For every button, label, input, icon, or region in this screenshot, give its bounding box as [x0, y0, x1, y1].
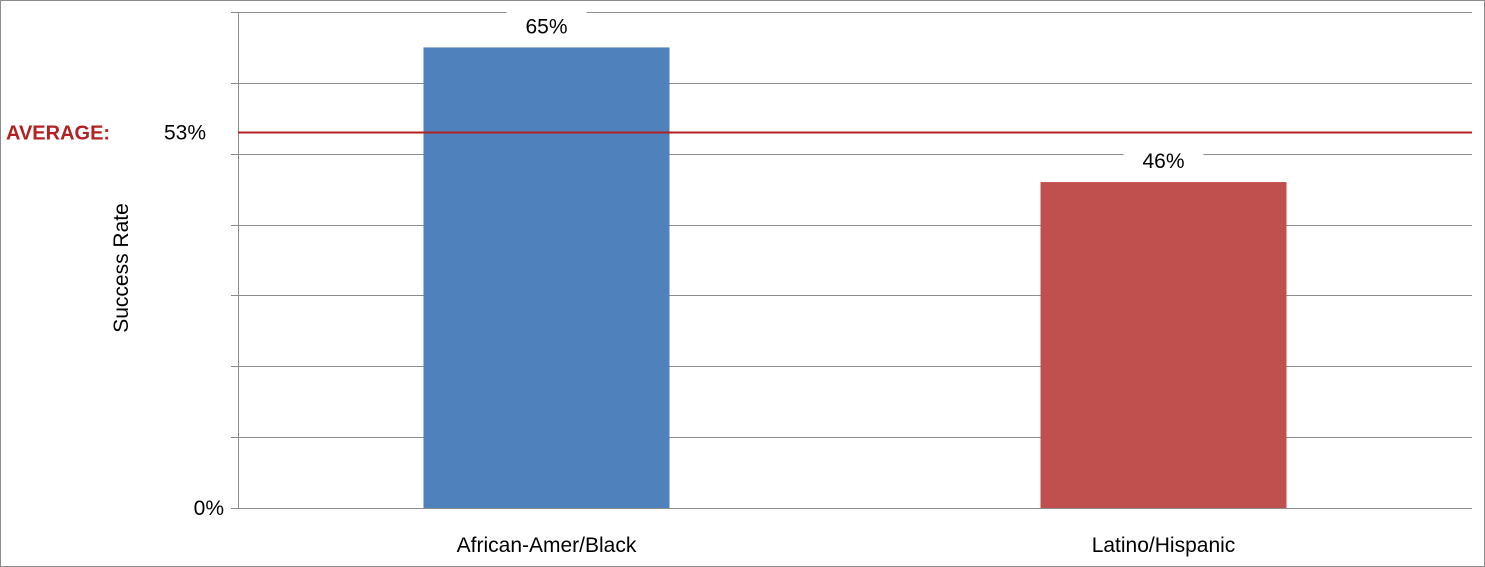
average-value-label: 53% — [164, 122, 206, 145]
bars — [423, 47, 1287, 509]
data-label-bg-latino-hispanic — [1123, 146, 1204, 177]
y-axis: 0% — [194, 12, 239, 520]
y-tick-label-0: 0% — [194, 497, 224, 520]
bar-african-amer-black — [423, 47, 670, 509]
average-label: AVERAGE: — [6, 123, 110, 145]
average-reference-line-group: AVERAGE: 53% — [6, 122, 1472, 145]
bar-latino-hispanic — [1040, 182, 1287, 509]
data-label-african-amer-black: 65% — [525, 15, 567, 38]
y-axis-title: Success Rate — [110, 203, 133, 333]
data-label-bg-african-amer-black — [506, 11, 587, 42]
category-label-latino-hispanic: Latino/Hispanic — [1092, 534, 1236, 557]
data-label-latino-hispanic: 46% — [1142, 150, 1184, 173]
category-label-african-amer-black: African-Amer/Black — [457, 534, 637, 557]
labels: African-Amer/Black Latino/Hispanic 65% 46% — [457, 11, 1236, 557]
